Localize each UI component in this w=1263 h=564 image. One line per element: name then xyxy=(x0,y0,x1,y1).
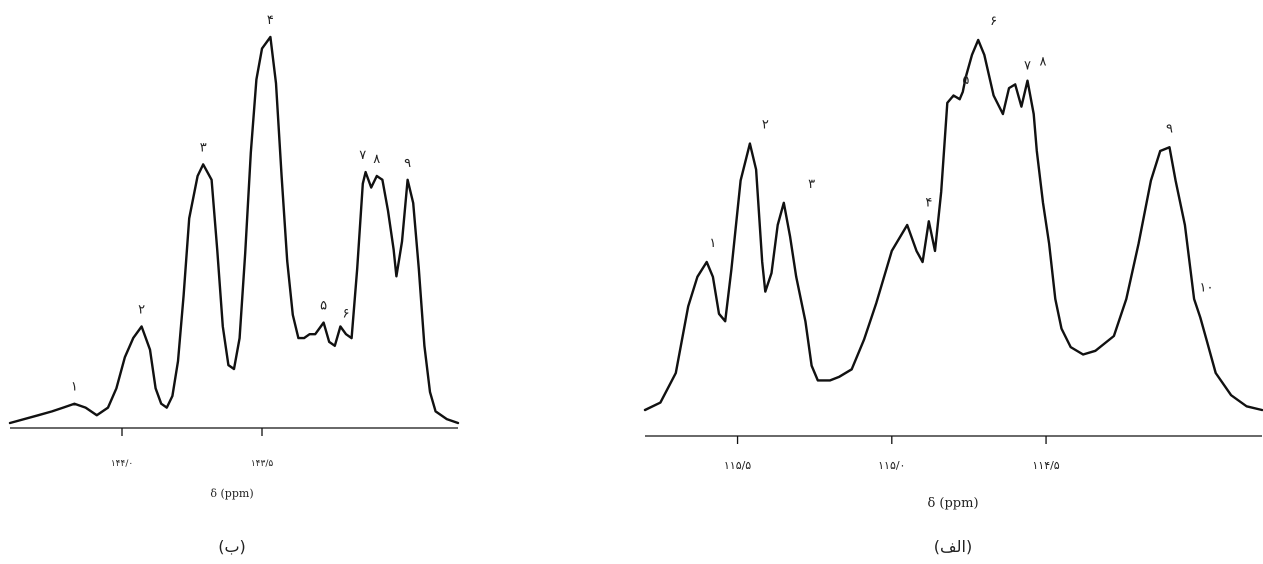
peak-label-b-8: ۸ xyxy=(373,152,380,167)
x-tick-label-b-1: ۱۴۳/۵ xyxy=(251,459,274,469)
peak-label-alef-4: ۴ xyxy=(925,195,932,210)
x-ticks-alef: ۱۱۵/۵ ۱۱۵/۰ ۱۱۴/۵ xyxy=(724,436,1060,472)
peak-label-alef-3: ۳ xyxy=(808,177,815,192)
x-axis-label-alef: δ (ppm) xyxy=(927,496,978,511)
x-tick-label-b-0: ۱۴۴/۰ xyxy=(111,459,133,469)
peak-labels-alef: ۱ ۲ ۳ ۴ ۵ ۶ ۷ ۸ ۹ ۱۰ xyxy=(709,14,1213,295)
peak-label-b-9: ۹ xyxy=(404,156,411,171)
peak-labels-b: ۱ ۲ ۳ ۴ ۵ ۶ ۷ ۸ ۹ xyxy=(71,13,411,395)
x-ticks-b: ۱۴۴/۰ ۱۴۳/۵ xyxy=(111,428,274,469)
peak-label-alef-7: ۷ xyxy=(1024,58,1031,73)
spectrum-curve-alef xyxy=(643,38,1263,412)
x-tick-label-alef-0: ۱۱۵/۵ xyxy=(724,459,751,472)
peak-label-alef-6: ۶ xyxy=(990,14,997,29)
peak-label-b-3: ۳ xyxy=(200,140,207,155)
spectrum-panel-alef: ۱۱۵/۵ ۱۱۵/۰ ۱۱۴/۵ ۱ ۲ ۳ ۴ ۵ ۶ ۷ ۸ ۹ ۱۰ δ (ppm) (الف… xyxy=(643,14,1263,556)
peak-label-alef-1: ۱ xyxy=(709,236,716,251)
x-tick-label-alef-1: ۱۱۵/۰ xyxy=(878,459,905,472)
x-tick-label-alef-2: ۱۱۴/۵ xyxy=(1032,459,1059,472)
peak-label-b-4: ۴ xyxy=(267,13,274,28)
peak-label-b-6: ۶ xyxy=(343,306,350,321)
peak-label-alef-5: ۵ xyxy=(962,73,969,88)
spectrum-curve-b xyxy=(8,35,460,425)
peak-label-b-1: ۱ xyxy=(71,380,78,395)
caption-b: (ب) xyxy=(218,537,246,556)
peak-label-alef-9: ۹ xyxy=(1166,121,1173,136)
spectrum-panel-b: ۱۴۴/۰ ۱۴۳/۵ ۱ ۲ ۳ ۴ ۵ ۶ ۷ ۸ ۹ δ (ppm) (ب) xyxy=(8,13,460,556)
peak-label-b-5: ۵ xyxy=(320,299,327,314)
x-axis-label-b: δ (ppm) xyxy=(210,487,253,500)
caption-alef: (الف) xyxy=(934,537,972,556)
peak-label-b-7: ۷ xyxy=(359,148,366,163)
peak-label-b-2: ۲ xyxy=(138,303,145,318)
peak-label-alef-2: ۲ xyxy=(762,118,769,133)
peak-label-alef-8: ۸ xyxy=(1039,55,1046,70)
peak-label-alef-10: ۱۰ xyxy=(1199,280,1213,295)
